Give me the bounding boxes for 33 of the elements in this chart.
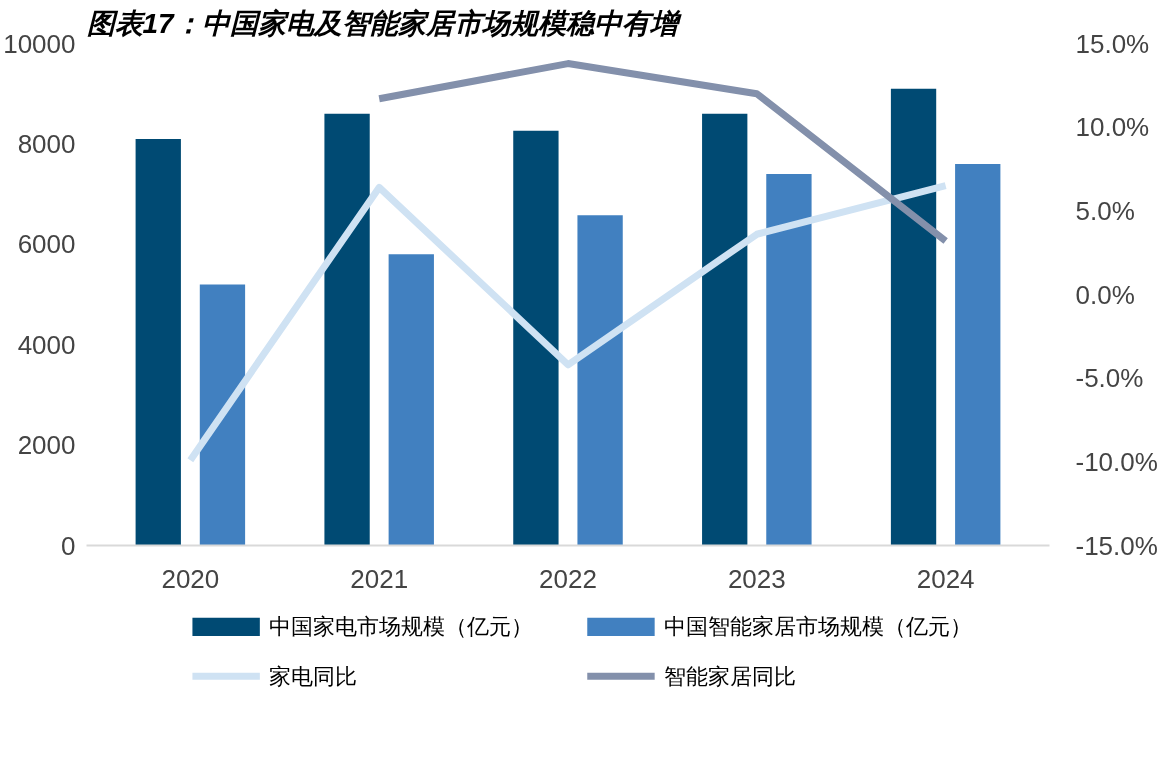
bar — [955, 163, 1001, 546]
y-tick-label: 0 — [61, 530, 76, 561]
y-tick-label: 10000 — [3, 28, 76, 59]
x-tick-label: 2023 — [727, 563, 786, 594]
bar — [702, 113, 748, 546]
y2-tick-label: 0.0% — [1075, 279, 1135, 310]
y-tick-label: 4000 — [17, 329, 76, 360]
legend-label: 中国智能家居市场规模（亿元） — [664, 614, 973, 640]
y2-tick-label: -15.0% — [1075, 530, 1158, 561]
legend-label: 家电同比 — [269, 663, 358, 689]
x-tick-label: 2020 — [161, 563, 220, 594]
bar — [324, 113, 370, 546]
chart-title: 图表17：中国家电及智能家居市场规模稳中有增 — [86, 7, 682, 39]
bar — [513, 130, 559, 546]
x-tick-label: 2024 — [916, 563, 975, 594]
x-tick-label: 2022 — [539, 563, 597, 594]
bar — [135, 138, 181, 546]
bar — [199, 284, 246, 546]
y2-tick-label: -10.0% — [1075, 446, 1158, 477]
bar — [890, 88, 937, 546]
legend-label: 智能家居同比 — [664, 663, 797, 689]
y-tick-label: 8000 — [17, 128, 76, 159]
bar — [577, 215, 623, 546]
y2-tick-label: 5.0% — [1075, 195, 1135, 226]
bar — [766, 174, 812, 546]
y2-tick-label: -5.0% — [1075, 363, 1144, 394]
y2-tick-label: 10.0% — [1075, 112, 1150, 143]
y-tick-label: 2000 — [17, 430, 76, 461]
x-tick-label: 2021 — [350, 563, 409, 594]
legend-label: 中国家电市场规模（亿元） — [269, 614, 534, 640]
bar — [388, 254, 434, 546]
y-tick-label: 6000 — [17, 229, 76, 260]
y2-tick-label: 15.0% — [1075, 28, 1150, 59]
